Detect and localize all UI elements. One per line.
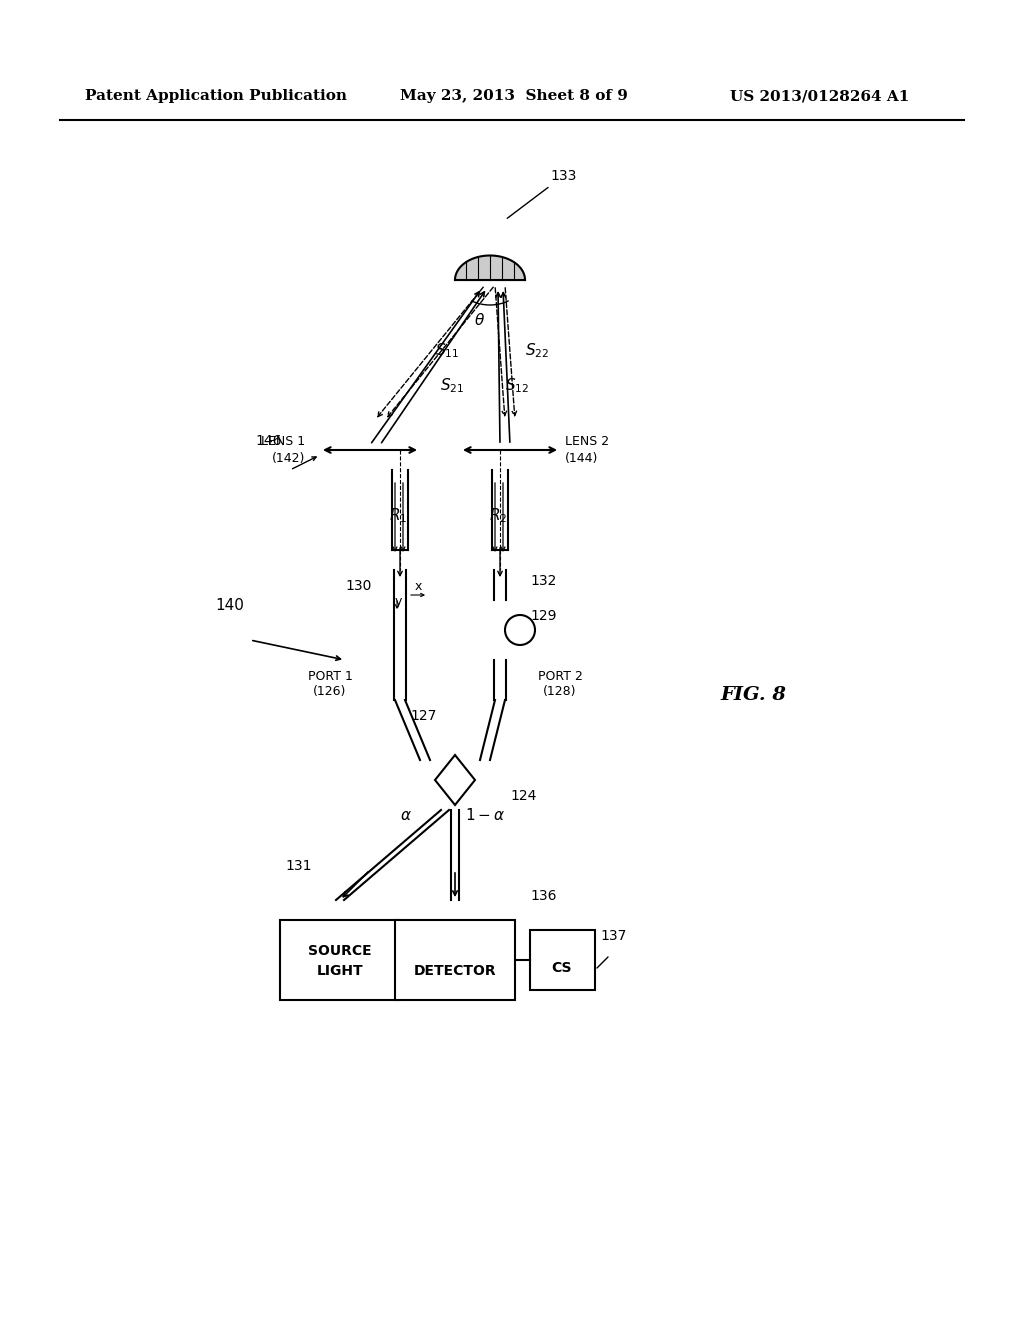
Text: (126): (126) xyxy=(313,685,347,698)
Text: $R_2$: $R_2$ xyxy=(488,506,507,525)
Text: 132: 132 xyxy=(530,574,556,587)
Text: 124: 124 xyxy=(510,789,537,803)
FancyBboxPatch shape xyxy=(395,920,515,1001)
Text: US 2013/0128264 A1: US 2013/0128264 A1 xyxy=(730,88,909,103)
Text: $S_{22}$: $S_{22}$ xyxy=(525,341,549,360)
Text: 130: 130 xyxy=(345,579,372,593)
Text: (128): (128) xyxy=(544,685,577,698)
Text: 131: 131 xyxy=(285,859,311,873)
Text: y: y xyxy=(395,595,402,609)
Text: LIGHT: LIGHT xyxy=(316,964,364,978)
Text: LENS 2: LENS 2 xyxy=(565,436,609,447)
FancyBboxPatch shape xyxy=(280,920,400,1001)
Text: PORT 2: PORT 2 xyxy=(538,671,583,682)
Text: FIG. 8: FIG. 8 xyxy=(720,686,786,704)
Text: $S_{11}$: $S_{11}$ xyxy=(435,341,459,360)
Text: x: x xyxy=(415,579,422,593)
Text: (144): (144) xyxy=(565,451,598,465)
Text: $1-\alpha$: $1-\alpha$ xyxy=(465,807,505,822)
Text: SOURCE: SOURCE xyxy=(308,944,372,958)
Text: $R_1$: $R_1$ xyxy=(389,506,408,525)
Text: $S_{12}$: $S_{12}$ xyxy=(505,376,529,395)
Text: 133: 133 xyxy=(507,169,577,218)
Text: 137: 137 xyxy=(600,929,627,942)
Text: May 23, 2013  Sheet 8 of 9: May 23, 2013 Sheet 8 of 9 xyxy=(400,88,628,103)
Text: $S_{21}$: $S_{21}$ xyxy=(440,376,464,395)
Text: 127: 127 xyxy=(410,709,436,723)
Text: 146: 146 xyxy=(255,434,282,447)
Text: PORT 1: PORT 1 xyxy=(307,671,352,682)
Text: LENS 1: LENS 1 xyxy=(261,436,305,447)
Text: 136: 136 xyxy=(530,888,556,903)
FancyBboxPatch shape xyxy=(530,931,595,990)
Text: Patent Application Publication: Patent Application Publication xyxy=(85,88,347,103)
Text: $\alpha$: $\alpha$ xyxy=(400,808,412,822)
Text: (142): (142) xyxy=(271,451,305,465)
Text: $\theta$: $\theta$ xyxy=(474,312,485,327)
Text: 140: 140 xyxy=(215,598,244,612)
Text: DETECTOR: DETECTOR xyxy=(414,964,497,978)
Text: 129: 129 xyxy=(530,609,556,623)
Text: CS: CS xyxy=(552,961,572,975)
